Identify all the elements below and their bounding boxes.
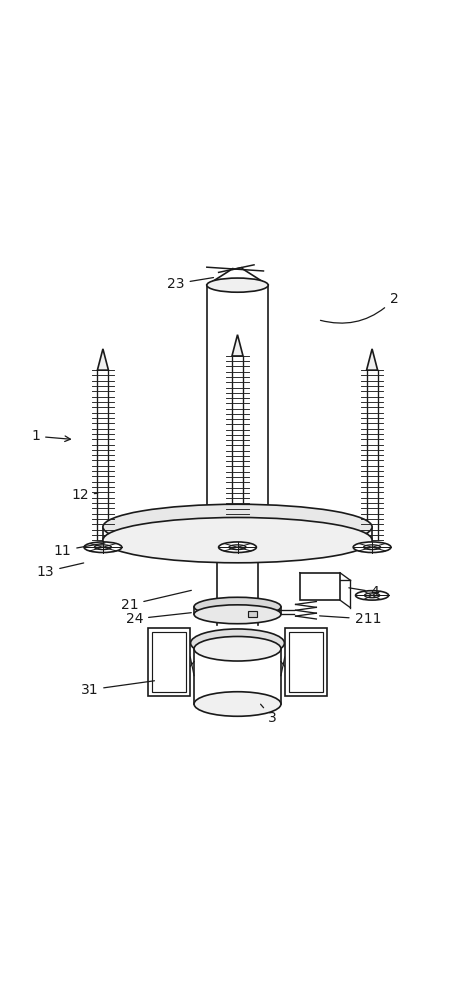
Ellipse shape xyxy=(194,692,281,716)
FancyBboxPatch shape xyxy=(300,573,340,600)
Ellipse shape xyxy=(207,278,268,292)
Ellipse shape xyxy=(190,629,285,657)
Ellipse shape xyxy=(103,517,372,563)
Ellipse shape xyxy=(194,597,281,616)
FancyBboxPatch shape xyxy=(289,632,323,692)
Ellipse shape xyxy=(194,605,281,624)
FancyBboxPatch shape xyxy=(285,628,327,696)
Ellipse shape xyxy=(194,636,281,661)
FancyBboxPatch shape xyxy=(248,611,257,617)
FancyBboxPatch shape xyxy=(152,632,186,692)
Ellipse shape xyxy=(364,593,380,598)
Ellipse shape xyxy=(103,504,372,550)
Text: 4: 4 xyxy=(349,585,380,599)
Ellipse shape xyxy=(229,545,246,550)
Ellipse shape xyxy=(353,542,391,553)
Text: 3: 3 xyxy=(261,704,277,725)
Ellipse shape xyxy=(218,542,256,553)
Text: 1: 1 xyxy=(31,429,70,443)
Polygon shape xyxy=(232,335,243,356)
FancyBboxPatch shape xyxy=(148,628,190,696)
Ellipse shape xyxy=(84,542,122,553)
Ellipse shape xyxy=(363,545,380,550)
Ellipse shape xyxy=(356,591,389,600)
Ellipse shape xyxy=(95,545,112,550)
Text: 11: 11 xyxy=(54,543,105,558)
Text: 23: 23 xyxy=(167,277,213,291)
Polygon shape xyxy=(367,349,378,370)
Text: 31: 31 xyxy=(81,681,154,697)
Text: 12: 12 xyxy=(71,488,98,502)
Text: 21: 21 xyxy=(121,590,191,612)
Text: 24: 24 xyxy=(125,612,191,626)
Text: 13: 13 xyxy=(37,563,84,579)
Text: 2: 2 xyxy=(321,292,399,323)
Text: 211: 211 xyxy=(320,612,381,626)
Polygon shape xyxy=(97,349,108,370)
